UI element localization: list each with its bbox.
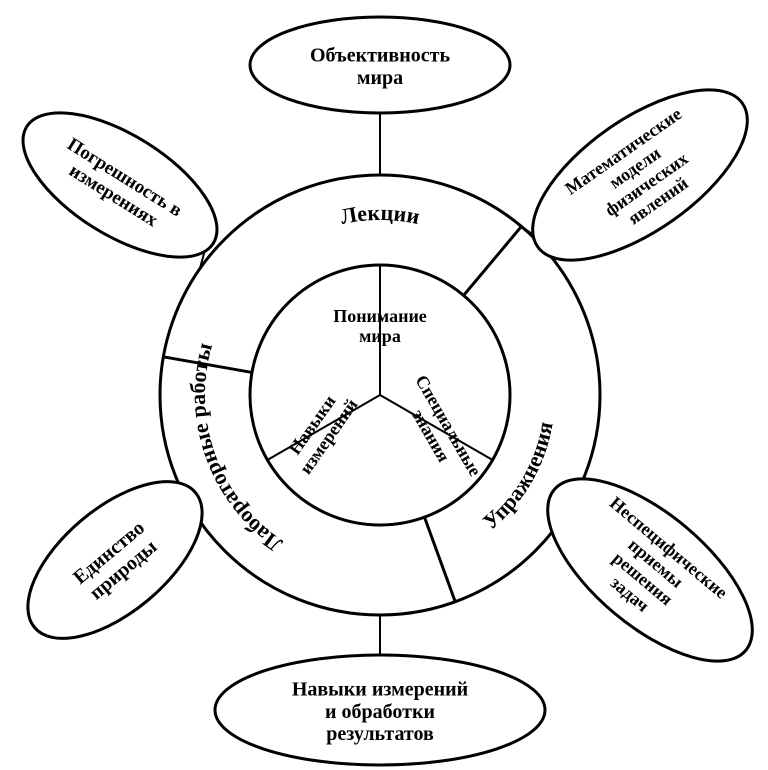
outer-node-objectivity: Объективностьмира — [250, 17, 510, 113]
core-label-line: Понимание — [333, 306, 427, 326]
core-label-line: мира — [359, 326, 401, 346]
outer-node-line: мира — [357, 67, 403, 89]
outer-node-line: результатов — [326, 723, 434, 745]
outer-node-line: Навыки измерений — [292, 678, 468, 700]
concept-diagram: ЛекцииЛабораторные работыУпражненияПоним… — [0, 0, 768, 770]
outer-node-line: и обработки — [325, 701, 435, 723]
outer-node-line: Объективность — [310, 45, 450, 67]
outer-node-measure-skills: Навыки измеренийи обработкирезультатов — [215, 655, 545, 765]
